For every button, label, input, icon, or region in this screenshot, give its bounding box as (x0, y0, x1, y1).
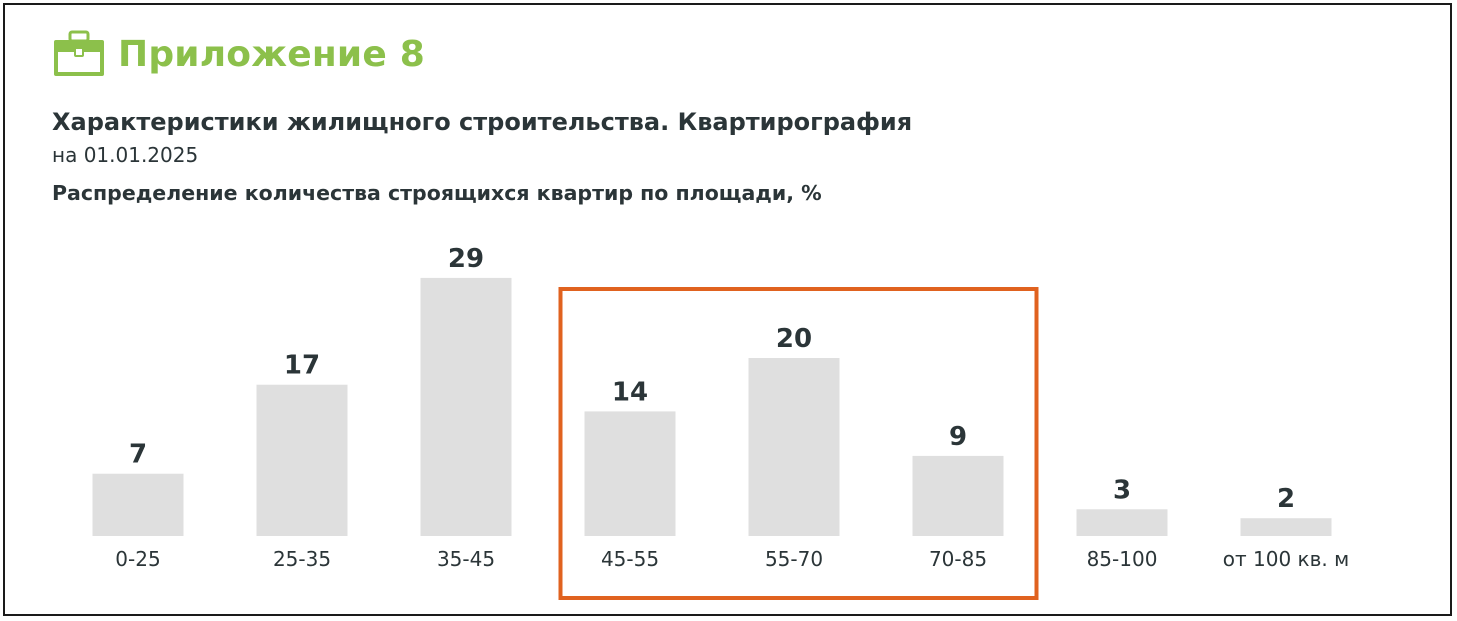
category-tick-label: 45-55 (601, 547, 659, 571)
category-tick-label: 25-35 (273, 547, 331, 571)
bar-value-label: 20 (776, 324, 812, 354)
bar-value-label: 14 (612, 377, 648, 407)
bar-value-label: 29 (448, 244, 484, 274)
category-tick-label: 35-45 (437, 547, 495, 571)
category-tick-label: 0-25 (115, 547, 160, 571)
category-tick-label: 55-70 (765, 547, 823, 571)
highlight-box (558, 287, 1039, 600)
bar-45-55 (584, 411, 676, 536)
category-tick-label: от 100 кв. м (1223, 547, 1349, 571)
bar-55-70 (748, 358, 840, 536)
bar-0-25 (92, 473, 184, 536)
bar-35-45 (420, 277, 512, 536)
chart-frame (3, 3, 1452, 616)
bar-от-100-кв.-м (1240, 518, 1332, 536)
chart-subtitle: Распределение количества строящихся квар… (52, 181, 822, 205)
report-date: на 01.01.2025 (52, 143, 199, 167)
bar-70-85 (912, 455, 1004, 536)
appendix-label: Приложение 8 (118, 33, 425, 75)
bar-value-label: 3 (1113, 475, 1131, 505)
briefcase-icon (54, 30, 104, 76)
bar-value-label: 2 (1277, 484, 1295, 514)
bar-85-100 (1076, 509, 1168, 536)
appendix-header: Приложение 8 (52, 30, 425, 78)
bar-value-label: 7 (129, 440, 147, 470)
category-tick-label: 85-100 (1087, 547, 1158, 571)
bar-value-label: 9 (949, 422, 967, 452)
bar-25-35 (256, 384, 348, 536)
page-title: Характеристики жилищного строительства. … (52, 108, 913, 136)
category-tick-label: 70-85 (929, 547, 987, 571)
bar-value-label: 17 (284, 351, 320, 381)
